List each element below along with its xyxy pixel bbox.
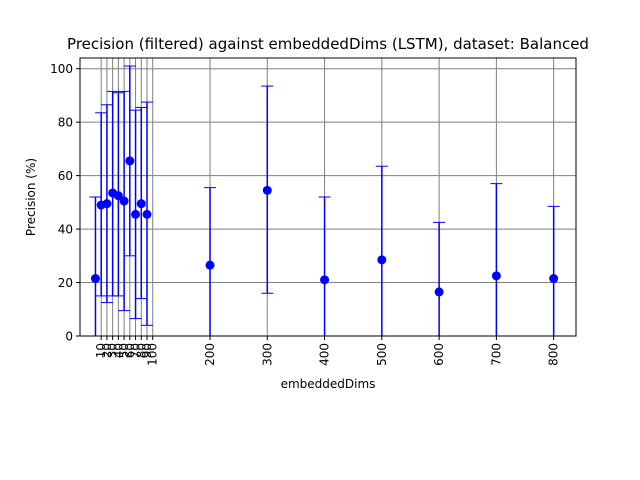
x-tick-label: 10 xyxy=(94,343,108,358)
data-point xyxy=(205,260,215,270)
data-point xyxy=(90,274,100,284)
data-point xyxy=(320,275,330,285)
y-axis-label: Precision (%) xyxy=(24,158,38,236)
x-tick-label: 90 xyxy=(140,343,154,358)
x-tick-label: 80 xyxy=(134,343,148,358)
plot-frame xyxy=(79,57,577,337)
x-tick-label: 200 xyxy=(203,343,217,366)
data-points xyxy=(90,156,559,297)
data-point xyxy=(113,191,123,201)
x-tick-label: 70 xyxy=(129,343,143,358)
x-tick-label: 60 xyxy=(123,343,137,358)
data-point xyxy=(377,255,387,265)
data-point xyxy=(491,271,501,281)
data-point xyxy=(119,196,129,206)
data-point xyxy=(434,287,444,297)
x-tick-label: 600 xyxy=(432,343,446,366)
y-tick-label: 60 xyxy=(58,169,73,183)
x-tick-label: 400 xyxy=(318,343,332,366)
x-tick-label: 20 xyxy=(100,343,114,358)
x-tick-label: 300 xyxy=(260,343,274,366)
x-tick-label: 50 xyxy=(117,343,131,358)
x-tick-label: 800 xyxy=(547,343,561,366)
y-tick-label: 80 xyxy=(58,116,73,130)
x-tick-label: 100 xyxy=(146,343,160,366)
y-tick-label: 100 xyxy=(50,62,73,76)
data-point xyxy=(262,185,272,195)
x-tick-label: 700 xyxy=(489,343,503,366)
y-tick-label: 0 xyxy=(65,330,73,344)
data-point xyxy=(125,156,135,166)
y-axis-ticks: 0 20 40 60 80 100 xyxy=(50,62,80,344)
x-tick-label: 500 xyxy=(375,343,389,366)
data-point xyxy=(102,199,112,209)
data-point xyxy=(549,274,559,284)
chart-title: Precision (filtered) against embeddedDim… xyxy=(67,35,589,53)
x-tick-label: 40 xyxy=(111,343,125,358)
data-point xyxy=(142,209,152,219)
y-tick-label: 20 xyxy=(58,276,73,290)
data-point xyxy=(136,199,146,209)
data-point xyxy=(131,209,141,219)
x-tick-label: 30 xyxy=(106,343,120,358)
y-tick-label: 40 xyxy=(58,223,73,237)
x-axis-label: embeddedDims xyxy=(281,377,376,391)
